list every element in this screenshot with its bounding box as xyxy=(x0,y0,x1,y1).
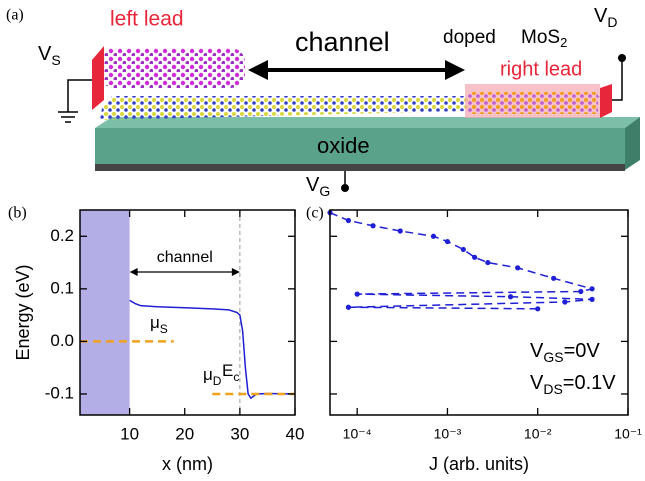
data-point xyxy=(515,265,520,270)
data-point xyxy=(508,294,513,299)
text: μ xyxy=(203,365,213,384)
y-tick-label: 0.2 xyxy=(50,226,74,245)
data-point xyxy=(346,305,351,310)
x-axis-label: J (arb. units) xyxy=(429,454,529,474)
left-lead-tube xyxy=(100,48,245,88)
data-point xyxy=(355,292,360,297)
x-tick-label: 10⁻³ xyxy=(434,426,462,442)
annotation: channel xyxy=(157,249,213,266)
panel-label: (b) xyxy=(8,205,27,222)
text: μ xyxy=(150,313,160,332)
x-tick-label: 30 xyxy=(230,424,249,443)
ground-wire xyxy=(58,80,92,122)
data-point xyxy=(370,223,375,228)
oxide-label: oxide xyxy=(317,133,370,158)
data-point xyxy=(398,228,403,233)
x-tick-label: 40 xyxy=(286,424,305,443)
sub-label: VDS=0.1V xyxy=(530,372,616,396)
subscript: D xyxy=(213,374,222,388)
lead-region xyxy=(80,210,130,415)
subscript: c xyxy=(233,370,239,384)
panel-label: (c) xyxy=(306,205,324,222)
oxide-top xyxy=(95,117,640,128)
text: E xyxy=(222,361,233,380)
plot: channel 10 20 30 40 -0.1 0.0 0.1 0.2 x (nm) Energy… xyxy=(8,205,304,474)
panel-label: (a) xyxy=(6,7,24,24)
doped-label: doped xyxy=(443,27,496,48)
right-lead-label: right lead xyxy=(500,58,582,80)
channel-label: channel xyxy=(295,27,390,57)
text: =0.1V xyxy=(563,372,616,394)
subscript: 2 xyxy=(560,35,567,50)
x-tick-label: 10⁻² xyxy=(524,426,552,442)
x-tick-label: 10 xyxy=(120,424,139,443)
sub-label: VGS=0V xyxy=(530,340,600,364)
arrow-head xyxy=(248,60,268,80)
data-point xyxy=(578,289,583,294)
text: MoS xyxy=(521,27,560,48)
text: V xyxy=(38,43,52,65)
right-contact xyxy=(600,84,612,118)
data-point xyxy=(431,234,436,239)
figure: (a) left lead channel doped MoS2 right l… xyxy=(0,0,645,481)
data-point xyxy=(535,306,540,311)
data-point xyxy=(346,218,351,223)
schematic: (a) left lead channel doped MoS2 right l… xyxy=(6,5,640,198)
left-contact xyxy=(92,46,104,110)
subscript: D xyxy=(607,14,617,30)
x-tick-label: 10⁻¹ xyxy=(614,426,642,442)
subscript: GS xyxy=(543,349,563,365)
y-tick-label: 0.0 xyxy=(50,331,74,350)
doped-atoms xyxy=(468,92,598,114)
x-axis-label: x (nm) xyxy=(162,454,213,474)
subscript: DS xyxy=(543,381,562,397)
data-point xyxy=(445,239,450,244)
left-lead-label: left lead xyxy=(110,8,184,31)
drain-terminal xyxy=(618,54,626,62)
data-point xyxy=(485,260,490,265)
subscript: G xyxy=(319,183,330,199)
data-point xyxy=(589,286,594,291)
data-point xyxy=(461,247,466,252)
data-point xyxy=(589,297,594,302)
plot: 10⁻⁴ 10⁻³ 10⁻² 10⁻¹ J (arb. units) (c) xyxy=(306,205,642,474)
y-axis-label: Energy (eV) xyxy=(13,264,33,360)
x-tick-label: 20 xyxy=(175,424,194,443)
text: V xyxy=(530,340,544,362)
data-point xyxy=(551,276,556,281)
subscript: S xyxy=(160,322,168,336)
x-tick-label: 10⁻⁴ xyxy=(343,426,372,442)
y-tick-label: 0.1 xyxy=(50,278,74,297)
vs-label: VS xyxy=(38,43,61,67)
text: =0V xyxy=(564,340,601,362)
vg-label: VG xyxy=(306,174,330,198)
text: V xyxy=(594,5,608,27)
gate xyxy=(95,164,625,171)
y-tick-label: -0.1 xyxy=(45,383,74,402)
subscript: S xyxy=(51,52,60,68)
gate-terminal xyxy=(341,184,349,192)
drain-wire xyxy=(612,60,622,100)
text: V xyxy=(530,372,544,394)
data-point xyxy=(562,299,567,304)
arrow-head xyxy=(445,60,465,80)
data-point xyxy=(472,255,477,260)
text: V xyxy=(306,174,320,196)
vd-label: VD xyxy=(594,5,617,29)
mos2-label: MoS2 xyxy=(521,27,567,50)
